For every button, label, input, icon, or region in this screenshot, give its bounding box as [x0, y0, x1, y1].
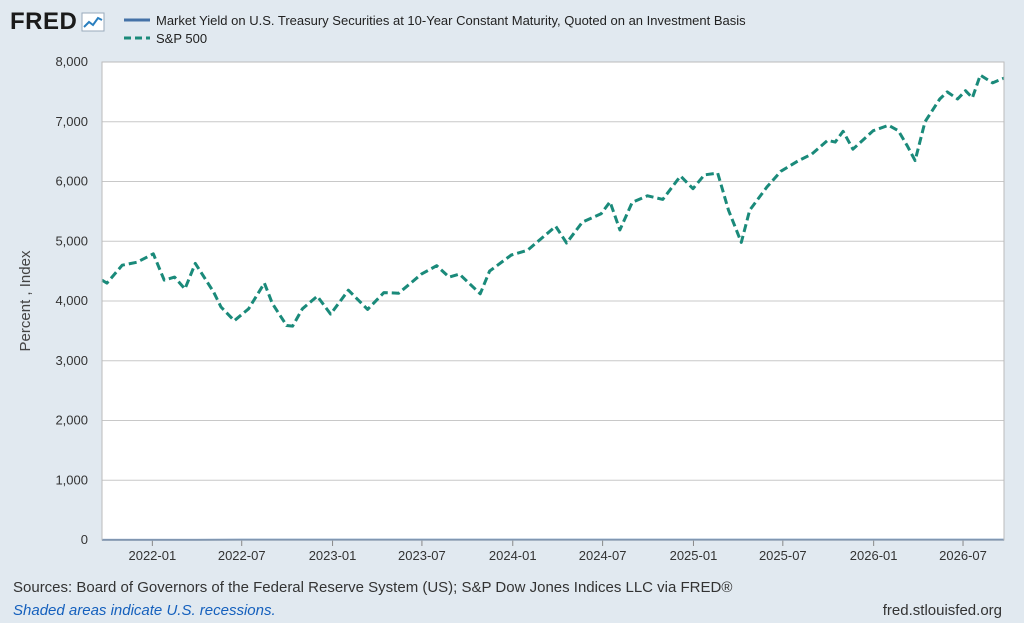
y-tick-label: 3,000	[55, 353, 88, 368]
y-tick-label: 4,000	[55, 293, 88, 308]
y-axis-ticks: 0 1,000 2,000 3,000 4,000 5,000 6,000 7,000 8,00…	[55, 54, 88, 547]
fred-logo[interactable]: FRED	[10, 8, 105, 36]
legend-swatch-dashed-line-icon	[124, 36, 150, 40]
y-tick-label: 1,000	[55, 472, 88, 487]
legend-label-treasury: Market Yield on U.S. Treasury Securities…	[156, 12, 746, 28]
chart-header: FRED Market Yield on U.S. Treasury Secur…	[0, 0, 1024, 60]
legend-item-treasury[interactable]: Market Yield on U.S. Treasury Securities…	[124, 11, 746, 29]
y-tick-label: 2,000	[55, 413, 88, 428]
sources-note: Sources: Board of Governors of the Feder…	[13, 579, 733, 596]
x-tick-label: 2025-07	[759, 548, 807, 563]
x-tick-label: 2025-01	[670, 548, 718, 563]
x-tick-label: 2024-07	[579, 548, 627, 563]
x-tick-label: 2024-01	[489, 548, 537, 563]
y-tick-label: 7,000	[55, 114, 88, 129]
plot-border	[101, 61, 1005, 541]
legend-label-sp500: S&P 500	[156, 30, 208, 46]
x-axis-ticks: 2022-01 2022-07 2023-01 2023-07 2024-01 2024-…	[128, 540, 987, 563]
y-tick-label: 8,000	[55, 54, 88, 69]
series-line-sp500[interactable]	[101, 73, 1005, 328]
chart-area: 0 1,000 2,000 3,000 4,000 5,000 6,000 7,000 8,00…	[17, 54, 1005, 563]
x-tick-label: 2023-01	[309, 548, 357, 563]
site-link[interactable]: fred.stlouisfed.org	[882, 602, 1002, 619]
x-tick-label: 2026-01	[850, 548, 898, 563]
legend-item-sp500[interactable]: S&P 500	[124, 29, 746, 47]
y-axis-title: Percent , Index	[17, 250, 34, 351]
x-tick-label: 2022-07	[218, 548, 266, 563]
y-tick-label: 5,000	[55, 233, 88, 248]
y-tick-label: 0	[81, 532, 88, 547]
chart-legend: Market Yield on U.S. Treasury Securities…	[124, 11, 746, 47]
x-tick-label: 2022-01	[128, 548, 176, 563]
y-tick-label: 6,000	[55, 174, 88, 189]
fred-logo-text: FRED	[10, 8, 78, 35]
line-chart-icon	[81, 12, 105, 32]
legend-swatch-solid-line-icon	[124, 18, 150, 22]
x-tick-label: 2026-07	[939, 548, 987, 563]
x-tick-label: 2023-07	[398, 548, 446, 563]
recession-note: Shaded areas indicate U.S. recessions.	[13, 602, 276, 619]
